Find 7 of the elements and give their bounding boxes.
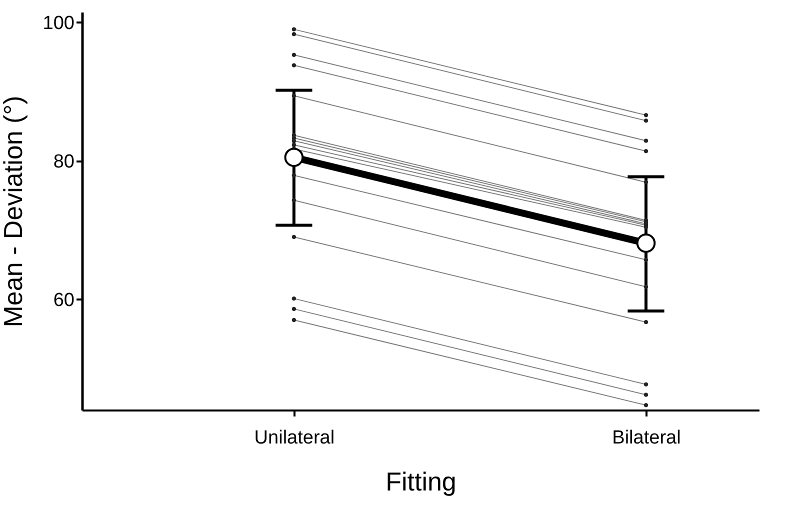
y-axis-title: Mean - Deviation (°) xyxy=(0,96,28,328)
y-tick-label: 60 xyxy=(53,290,74,311)
y-tick-label: 80 xyxy=(53,151,74,172)
y-tick-label: 100 xyxy=(42,12,74,34)
x-axis-title: Fitting xyxy=(386,466,456,496)
x-tick-label: Unilateral xyxy=(254,428,335,448)
x-tick-label: Bilateral xyxy=(612,428,681,448)
